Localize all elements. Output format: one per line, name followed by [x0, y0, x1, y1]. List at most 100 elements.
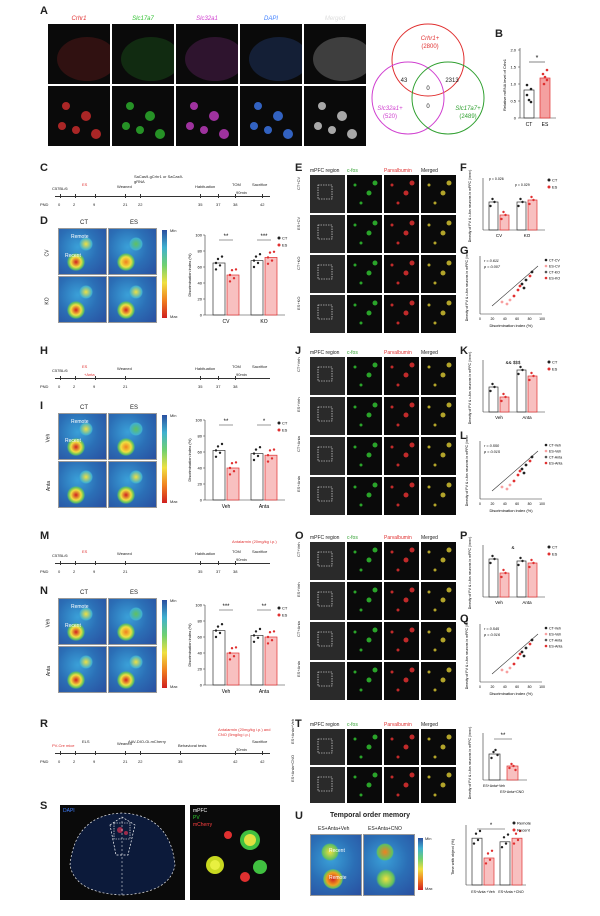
cor-L-point-1 [505, 487, 509, 491]
img-tile-O-3-3 [421, 662, 456, 700]
img-tile-T-0-3 [421, 729, 456, 765]
timeline-sac-C: Sacrifice [252, 182, 268, 187]
u-bar-remote-0 [471, 837, 483, 886]
cor-L-point-8 [530, 455, 534, 459]
u-cbar-min: Min [425, 836, 432, 841]
img-row-T-1: ES+Anta+CNO [290, 754, 295, 782]
img-tile-O-1-0 [310, 582, 345, 620]
timeline-hab-C: Habituation [195, 184, 216, 189]
den-K-bar-es-1 [527, 375, 538, 413]
cor-L-point-10 [518, 469, 522, 473]
heatmap-D-0-0: Remote Recent [58, 228, 107, 275]
heatmap-row-N-1: Anta [46, 665, 53, 677]
timeline-tom-C: TOM [232, 182, 241, 187]
b-cat-ct: CT [526, 122, 533, 128]
timeline-sac-R: Sacrifice [252, 739, 268, 744]
img-row-J-3: ES+Anta [296, 476, 301, 492]
panel-label-j: J [295, 345, 302, 357]
cor-ylabel-G: Density of PV & c-fos neurons in mPFC (/… [465, 250, 469, 321]
cor-Q-xtick-3: 60 [515, 685, 519, 689]
img-head-J-3: Merged [421, 350, 438, 356]
timeline-sac-M: Sacrifice [252, 549, 268, 554]
timeline-tick-R-0 [60, 751, 61, 755]
den-P-bar-ct-1 [516, 560, 527, 598]
disc-N-ytick-3: 60 [198, 635, 203, 640]
den-K-group-1: Anta [522, 415, 532, 420]
img-head-T-3: Merged [421, 722, 438, 728]
cor-Q-xtick-5: 100 [539, 685, 545, 689]
disc-I-group-0: Veh [222, 504, 231, 510]
img-tile-J-2-1 [347, 437, 382, 475]
cor-G-xtick-1: 20 [490, 317, 494, 321]
den-P-legend-es: ES [552, 552, 558, 557]
timeline-min90-M: 90min [236, 557, 247, 562]
cor-L-xtick-0: 0 [479, 502, 481, 506]
img-tile-J-2-0 [310, 437, 345, 475]
timeline-day-C-1: 2 [73, 202, 76, 207]
venn-count-slc32a1: (520) [383, 114, 397, 120]
timeline-pnd-H: PND [40, 384, 49, 389]
panel-label-h: H [40, 345, 48, 357]
cor-Q-r: r = 0.545 [484, 627, 500, 631]
u-sig: * [490, 823, 493, 829]
disc-I-sig-0: ** [224, 419, 229, 425]
den-P-group-0: Veh [495, 600, 503, 605]
u-heatmap-cno [363, 834, 415, 896]
timeline-day-M-4: 35 [198, 569, 203, 574]
cor-L-point-4 [520, 467, 524, 471]
a-channel-title-0: Crhr1 [71, 16, 87, 22]
disc-D-group-1: KO [260, 319, 267, 325]
den-ylabel-F: Density of PV & c-fos neurons in mPFC (/… [468, 170, 472, 243]
cor-G-point-6 [528, 274, 532, 278]
timeline-es-M: ES [82, 549, 88, 554]
timeline-tick-H-0 [60, 376, 61, 380]
cor-ylabel-Q: Density of PV & c-fos neurons in mPFC (/… [465, 618, 469, 689]
img-tile-O-1-2 [384, 582, 419, 620]
img-row-T-0: ES+Anta+Veh [290, 718, 295, 744]
cor-G-point-9 [508, 298, 512, 302]
b-sig: * [536, 55, 539, 62]
timeline-mouse-C: C57BL/6 [52, 186, 68, 191]
disc-D-ytick-2: 40 [198, 281, 203, 286]
heatmap-I-1-0 [58, 461, 107, 508]
img-tile-T-0-2 [384, 729, 419, 765]
cor-Q-legend-2: CT-Anta [549, 639, 562, 643]
cor-G-legend-0: CT-CV [549, 259, 560, 263]
heatmap-recent-I: Recent [65, 438, 81, 444]
img-head-T-0: mPFC region [310, 722, 340, 728]
panel-s-brain-section: DAPI [60, 805, 185, 900]
timeline-axis-C [55, 196, 270, 197]
cor-L-r: r = 0.550 [484, 444, 500, 448]
den-ylabel-P: Density of PV & c-fos neurons in mPFC (/… [468, 537, 472, 610]
img-tile-O-1-3 [421, 582, 456, 620]
timeline-tick-M-2 [95, 561, 96, 565]
timeline-es-C: ES [82, 182, 88, 187]
heatmap-recent-D: Recent [65, 253, 81, 259]
timeline-day-C-5: 35 [198, 202, 203, 207]
timeline-tick-H-6 [235, 376, 236, 380]
u-title: Temporal order memory [330, 812, 411, 819]
disc-D-legend-ct: CT [282, 236, 288, 241]
panel-label-e: E [295, 162, 303, 174]
timeline-axis-M [55, 563, 270, 564]
panel-label-t: T [295, 718, 302, 730]
panel-label-r: R [40, 718, 48, 730]
img-tile-J-1-2 [384, 397, 419, 435]
cor-G-point-7 [522, 286, 526, 290]
timeline-day-R-7: 42 [260, 759, 265, 764]
b-ytick-4: 2.0 [510, 48, 516, 53]
timeline-weaned-M: Weaned [117, 551, 132, 556]
img-tile-T-1-0 [310, 767, 345, 803]
timeline-mouse-R: PV-Cre mice [52, 743, 75, 748]
correlation-chart-G: Density of PV & c-fos neurons in mPFC (/… [465, 250, 561, 328]
density-chart-T: Density of PV & c-fos neurons in mPFC (/… [468, 727, 527, 799]
den-F-bar-es-0 [499, 214, 510, 231]
img-head-O-1: c-fos [347, 535, 358, 541]
s-label-pv: PV [193, 815, 200, 821]
u-group1: ES+Anta+Veh [318, 826, 350, 832]
timeline-inject-R: Antalarmin (20mg/kg i.p.) and CNO (5mg/k… [218, 727, 271, 737]
timeline-inject-C: SaCas9-gCrhr1 or SaCas9-gRNA [134, 174, 184, 184]
u-time-chart: Time with object (%) ES+Anta +Veh ES+Anta … [450, 821, 532, 895]
disc-D-ytick-5: 100 [195, 233, 202, 238]
img-tile-E-0-0 [310, 175, 345, 213]
